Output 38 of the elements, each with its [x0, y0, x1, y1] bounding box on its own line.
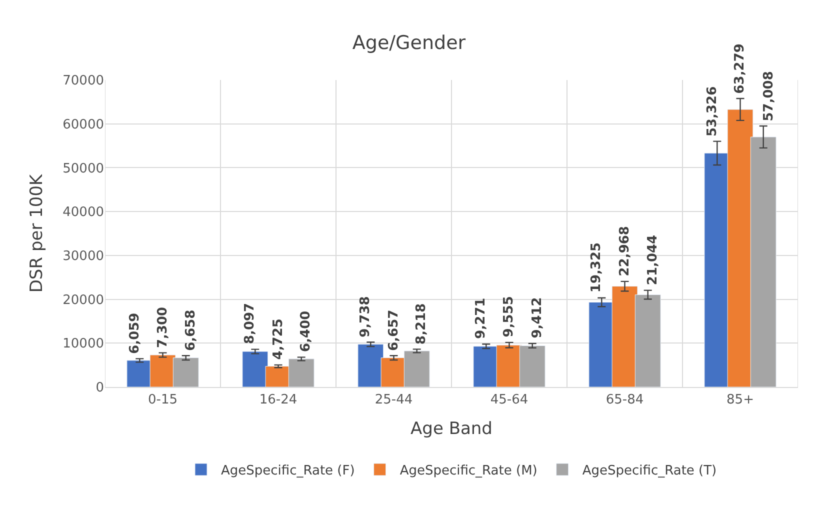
data-label: 9,412 [530, 297, 546, 338]
data-label: 6,657 [386, 310, 402, 351]
data-label: 6,658 [184, 310, 199, 351]
data-label: 21,044 [645, 234, 660, 286]
data-label: 22,968 [617, 226, 632, 276]
y-tick-label: 70000 [62, 74, 104, 89]
data-label: 57,008 [761, 71, 776, 122]
data-label: 53,326 [704, 86, 720, 137]
x-tick-label: 25-44 [374, 392, 413, 408]
data-label: 4,725 [270, 318, 286, 360]
chart-title: Age/Gender [352, 32, 466, 54]
data-label: 6,400 [298, 310, 314, 352]
y-tick-label: 20000 [62, 292, 104, 308]
x-tick-label: 0-15 [148, 392, 178, 408]
data-label: 8,097 [242, 302, 258, 344]
y-tick-label: 0 [96, 380, 104, 396]
y-tick-label: 60000 [62, 117, 104, 132]
legend-label: AgeSpecific_Rate (T) [582, 464, 717, 479]
data-label: 6,059 [128, 312, 143, 354]
data-label: 8,218 [414, 303, 430, 344]
y-tick-label: 10000 [62, 336, 104, 352]
y-tick-label: 50000 [62, 161, 104, 176]
y-axis-title: DSR per 100K [27, 173, 48, 293]
legend-label: AgeSpecific_Rate (M) [400, 464, 538, 479]
y-tick-label: 40000 [62, 205, 104, 220]
x-tick-label: 65-84 [606, 392, 644, 408]
data-label: 9,555 [501, 296, 516, 338]
data-label: 63,279 [732, 44, 748, 94]
y-tick-label: 30000 [62, 248, 104, 264]
x-tick-label: 45-64 [490, 392, 528, 408]
data-label: 7,300 [155, 306, 170, 348]
data-label: 9,271 [474, 298, 489, 339]
x-axis-title: Age Band [410, 419, 492, 439]
data-label: 19,325 [588, 242, 604, 293]
data-label: 9,738 [358, 296, 374, 338]
x-tick-label: 16-24 [259, 392, 298, 408]
legend-label: AgeSpecific_Rate (F) [221, 464, 355, 479]
x-tick-label: 85+ [726, 392, 754, 408]
